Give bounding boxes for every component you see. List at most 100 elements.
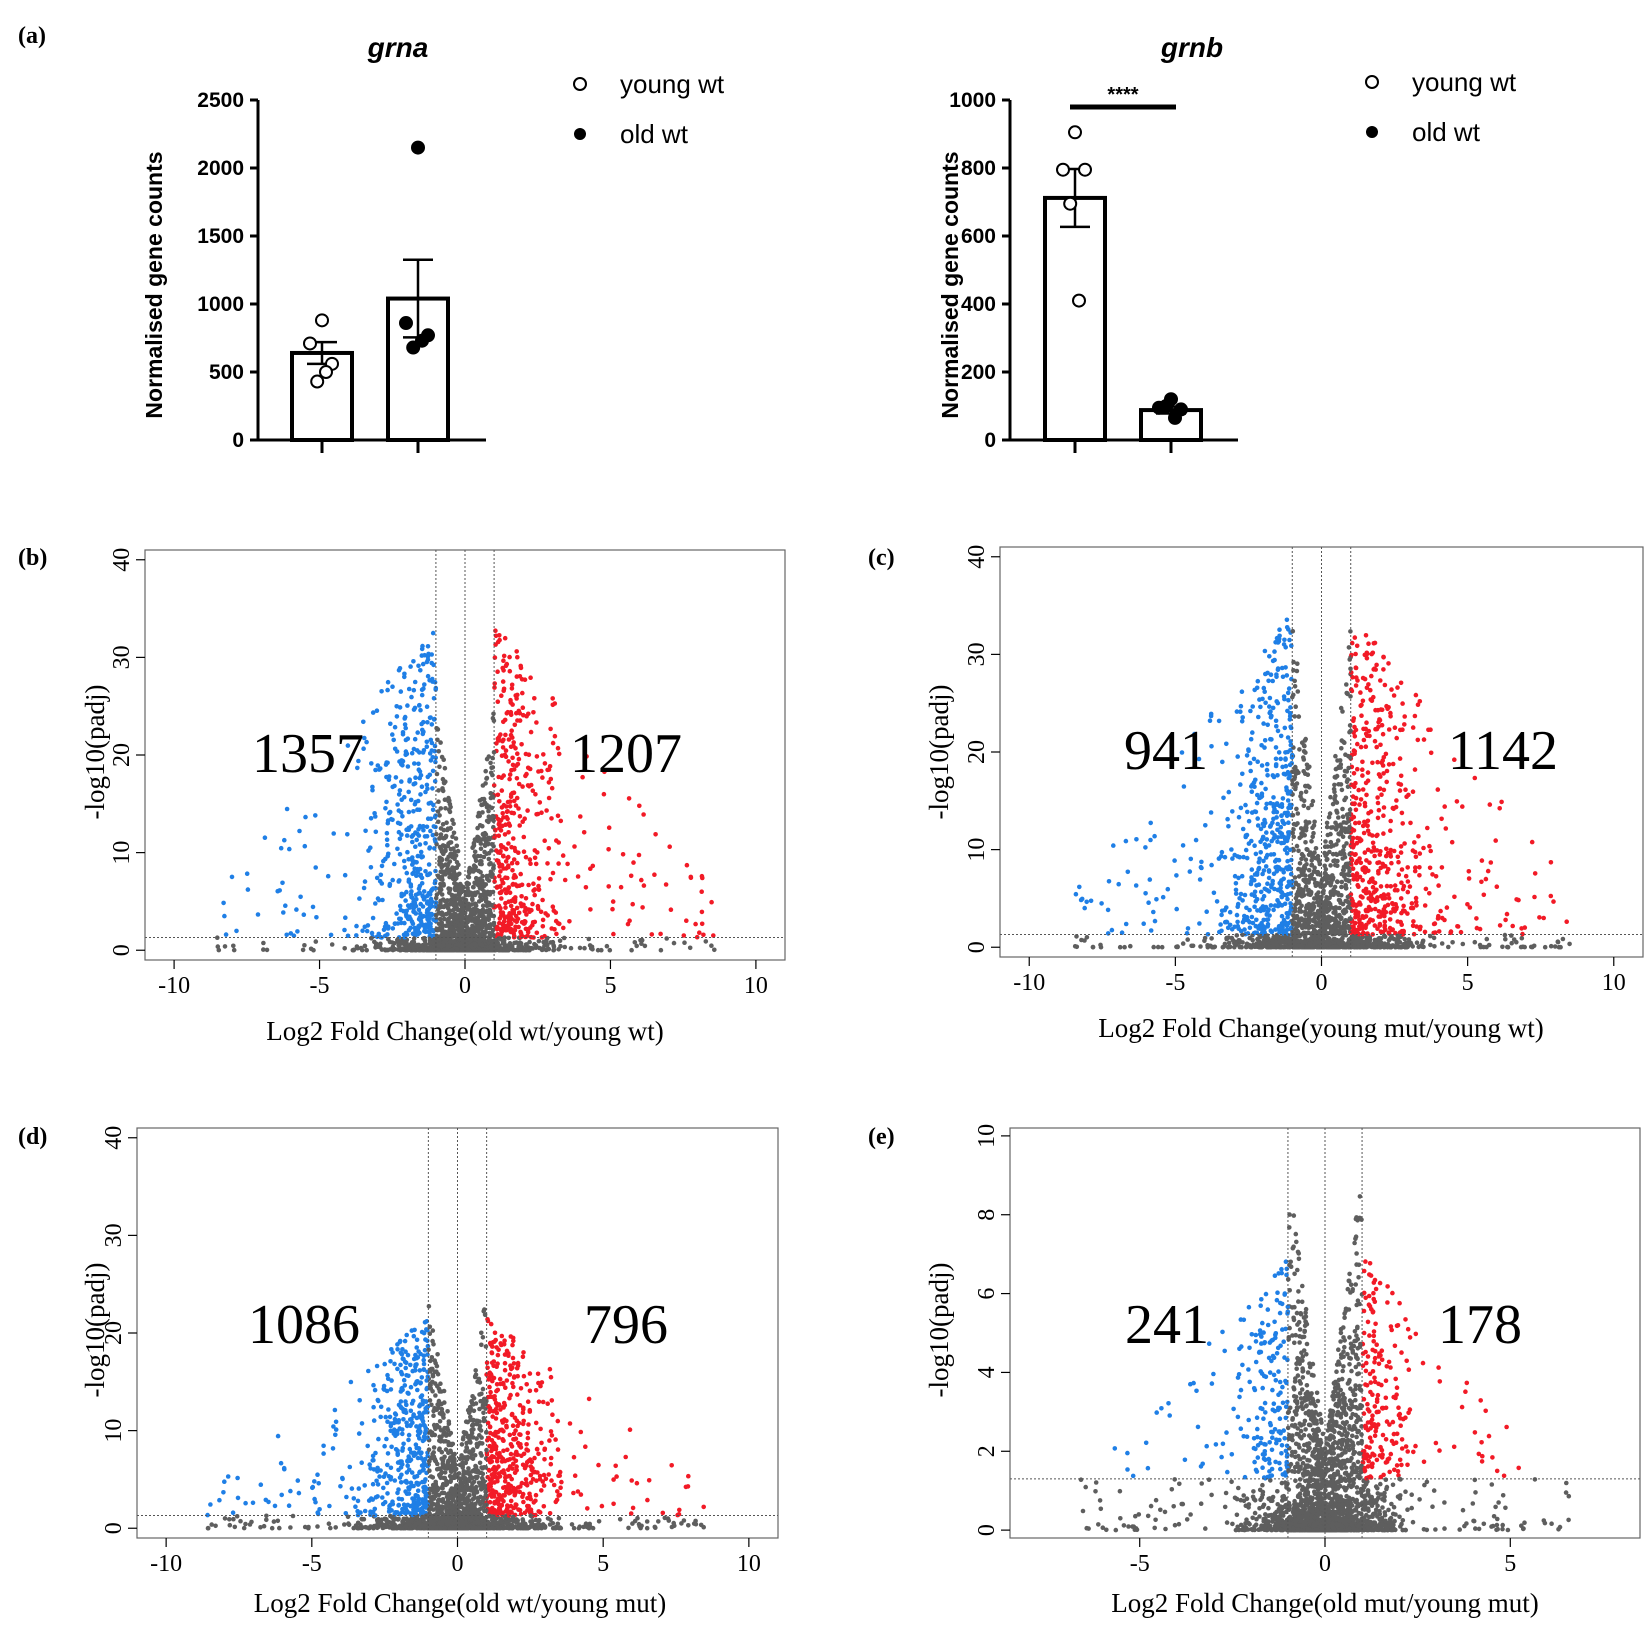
data-point — [1209, 936, 1214, 941]
data-point — [1371, 641, 1377, 646]
data-point — [379, 863, 385, 869]
data-point — [1427, 843, 1432, 849]
data-point — [411, 659, 416, 664]
data-point — [519, 742, 524, 747]
data-point — [1398, 773, 1404, 779]
data-point — [414, 837, 420, 843]
data-point — [430, 940, 436, 946]
data-point — [517, 674, 523, 679]
data-point — [405, 764, 411, 769]
data-point — [1360, 698, 1366, 704]
data-point — [1377, 786, 1383, 791]
data-point — [556, 861, 561, 866]
data-point — [427, 845, 433, 850]
data-point — [1497, 923, 1503, 928]
data-point — [1269, 838, 1274, 844]
data-point — [1345, 923, 1351, 929]
data-point — [550, 696, 555, 701]
data-point — [1316, 890, 1321, 895]
data-point — [405, 703, 410, 708]
data-point — [425, 720, 430, 725]
data-point — [1360, 759, 1365, 765]
data-point — [1122, 944, 1127, 950]
data-point — [1255, 816, 1260, 821]
data-point — [1236, 814, 1242, 820]
data-point — [1269, 929, 1275, 935]
data-point — [1248, 708, 1253, 714]
data-point — [488, 869, 494, 875]
data-point — [1301, 749, 1307, 754]
data-point — [539, 810, 544, 815]
data-point — [1423, 886, 1429, 892]
data-point — [1402, 722, 1407, 727]
data-point — [1324, 824, 1330, 830]
data-point — [282, 837, 287, 843]
data-point — [415, 807, 420, 812]
count-down-b: 1357 — [252, 723, 364, 785]
data-point — [222, 944, 228, 949]
data-point — [524, 942, 529, 947]
data-point — [1427, 891, 1432, 896]
data-point — [1263, 700, 1268, 706]
data-point — [1294, 806, 1299, 812]
data-point — [508, 700, 514, 705]
data-point — [1297, 747, 1302, 752]
data-point — [581, 830, 587, 835]
data-point — [510, 755, 515, 761]
data-point — [1247, 925, 1253, 931]
data-point — [424, 824, 430, 830]
data-point — [1394, 798, 1399, 803]
data-point — [1211, 890, 1217, 896]
data-point — [460, 916, 465, 921]
data-point — [287, 846, 292, 852]
data-point — [425, 657, 431, 662]
data-point — [1363, 780, 1369, 786]
data-point — [362, 924, 368, 930]
data-point — [384, 837, 390, 842]
data-point — [1345, 872, 1350, 877]
data-point — [1168, 410, 1182, 425]
data-point — [467, 870, 472, 876]
data-point — [1082, 905, 1087, 911]
data-point — [1265, 921, 1271, 927]
data-point — [1262, 886, 1268, 892]
data-point — [1395, 888, 1400, 893]
data-point — [1248, 736, 1254, 742]
data-point — [550, 870, 556, 876]
data-point — [403, 930, 409, 936]
data-point — [275, 888, 281, 894]
data-point — [522, 816, 527, 821]
data-point — [1262, 738, 1268, 743]
data-point — [368, 865, 374, 870]
data-point — [390, 940, 395, 945]
data-point — [536, 887, 542, 892]
data-point — [471, 884, 476, 890]
data-point — [399, 762, 404, 767]
data-point — [1282, 725, 1288, 731]
data-point — [370, 915, 376, 921]
data-point — [531, 710, 536, 715]
data-point — [298, 894, 303, 900]
data-point — [1264, 911, 1270, 917]
data-point — [1370, 650, 1376, 656]
data-point — [1290, 628, 1296, 634]
data-point — [473, 901, 478, 907]
data-point — [395, 802, 400, 807]
data-point — [1198, 864, 1204, 870]
data-point — [641, 812, 646, 817]
data-point — [567, 919, 572, 924]
data-point — [400, 814, 405, 819]
data-point — [1332, 789, 1337, 795]
data-point — [545, 861, 550, 866]
data-point — [395, 846, 400, 852]
data-point — [392, 921, 398, 927]
data-point — [460, 920, 466, 925]
data-point — [1271, 795, 1276, 800]
data-point — [396, 942, 401, 948]
data-point — [1214, 899, 1220, 904]
data-point — [1267, 824, 1273, 829]
data-point — [440, 913, 446, 918]
data-point — [1389, 860, 1394, 866]
data-point — [1293, 822, 1299, 828]
data-point — [411, 140, 425, 155]
